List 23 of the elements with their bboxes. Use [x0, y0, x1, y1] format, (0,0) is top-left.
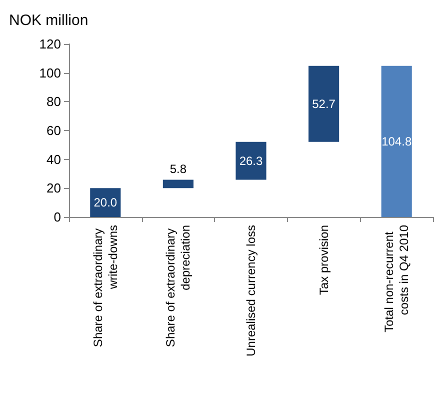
y-tick-label: 0 — [54, 210, 61, 224]
y-tick-label: 20 — [46, 180, 61, 196]
data-label: 52.7 — [312, 96, 336, 111]
y-tick-label: 60 — [46, 123, 61, 138]
y-tick-label: 80 — [46, 94, 61, 110]
data-label: 26.3 — [239, 154, 263, 168]
y-tick-label: 120 — [39, 36, 61, 52]
x-tick-label: Share of extraordinary write-downs — [90, 225, 120, 348]
bar — [308, 66, 340, 142]
bar — [162, 180, 194, 188]
bar — [90, 188, 121, 217]
x-tick-label: Share of extraordinary depreciation — [164, 225, 193, 348]
y-axis-title: NOK million — [9, 12, 88, 29]
data-label: 104.8 — [382, 134, 412, 148]
x-tick-label: Unrealised currency loss — [244, 225, 258, 356]
x-tick-label: Total non-recurrent costs in Q4 2010 — [382, 224, 412, 332]
bar — [381, 66, 412, 217]
y-tick-label: 100 — [39, 65, 61, 80]
x-tick-label: Tax provision — [316, 225, 331, 296]
data-label: 20.0 — [94, 196, 118, 210]
data-label: 5.8 — [170, 162, 187, 176]
bar — [236, 142, 266, 180]
y-tick-label: 40 — [46, 152, 61, 167]
